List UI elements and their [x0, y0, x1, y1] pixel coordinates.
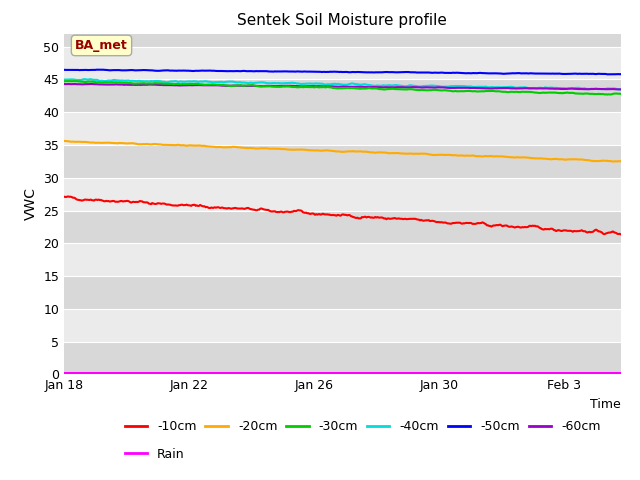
Bar: [64, 47, 621, 80]
Y-axis label: VWC: VWC: [24, 188, 38, 220]
Legend: Rain: Rain: [120, 443, 190, 466]
Bar: [64, 342, 621, 374]
Bar: [64, 243, 621, 276]
Bar: [64, 145, 621, 178]
Text: BA_met: BA_met: [75, 39, 128, 52]
Bar: [64, 276, 621, 309]
X-axis label: Time: Time: [590, 398, 621, 411]
Bar: [64, 178, 621, 211]
Bar: [64, 80, 621, 112]
Bar: [64, 112, 621, 145]
Bar: [64, 211, 621, 243]
Bar: [64, 309, 621, 342]
Title: Sentek Soil Moisture profile: Sentek Soil Moisture profile: [237, 13, 447, 28]
